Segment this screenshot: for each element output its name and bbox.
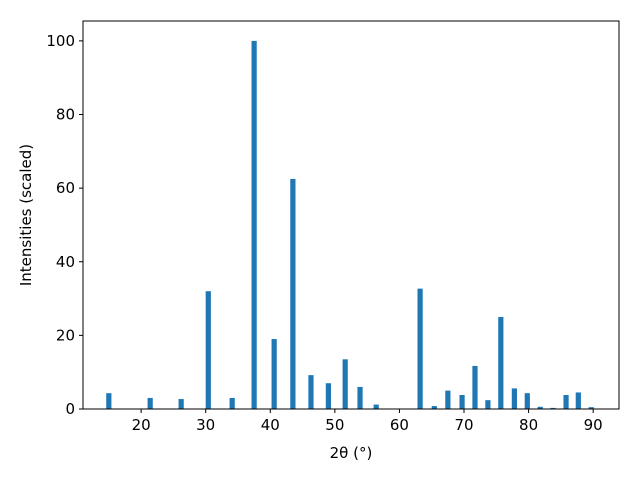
- x-tick-label: 40: [261, 416, 280, 434]
- x-tick-label: 60: [390, 416, 409, 434]
- bar: [445, 390, 451, 409]
- x-tick-label: 50: [325, 416, 344, 434]
- x-tick-label: 90: [584, 416, 603, 434]
- bar: [373, 404, 379, 409]
- bar: [106, 393, 112, 409]
- x-tick-label: 80: [519, 416, 538, 434]
- x-tick-label: 20: [132, 416, 151, 434]
- y-tick-label: 80: [56, 106, 75, 124]
- y-tick-label: 40: [56, 253, 75, 271]
- bar: [511, 388, 517, 409]
- bar: [147, 397, 153, 409]
- bar: [290, 178, 296, 409]
- y-tick-label: 60: [56, 179, 75, 197]
- bar: [588, 407, 594, 409]
- bar: [537, 406, 543, 409]
- y-tick-label: 100: [46, 32, 75, 50]
- bar: [575, 392, 581, 409]
- bar: [205, 291, 211, 409]
- bar: [271, 339, 277, 409]
- bar: [485, 400, 491, 409]
- bar: [472, 365, 478, 409]
- bar: [229, 397, 235, 409]
- bar: [498, 316, 504, 409]
- bar: [357, 386, 363, 409]
- bar: [251, 40, 257, 409]
- y-tick-label: 20: [56, 326, 75, 344]
- plot-frame: [82, 20, 620, 410]
- x-tick-label: 30: [196, 416, 215, 434]
- bar: [325, 383, 331, 409]
- y-tick-label: 0: [65, 400, 75, 418]
- bar: [563, 395, 569, 409]
- bar: [550, 407, 556, 409]
- bar: [417, 288, 423, 409]
- bar: [524, 393, 530, 409]
- bar: [342, 359, 348, 409]
- bar: [308, 375, 314, 409]
- y-axis-label: Intensities (scaled): [17, 144, 35, 286]
- bar: [431, 406, 437, 409]
- bar: [178, 399, 184, 409]
- x-tick-label: 70: [454, 416, 473, 434]
- bar: [459, 395, 465, 409]
- x-axis-label: 2θ (°): [330, 444, 373, 462]
